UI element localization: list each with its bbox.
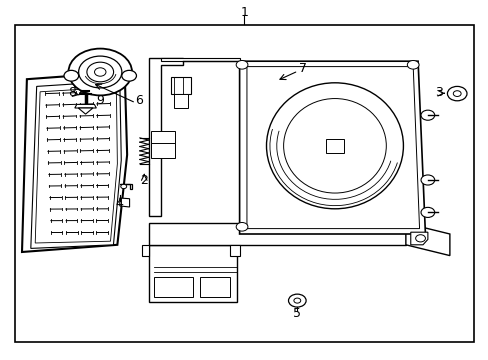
Bar (150, 131, 175, 144)
Circle shape (288, 294, 305, 307)
Circle shape (293, 298, 300, 303)
Polygon shape (22, 72, 127, 252)
Polygon shape (410, 232, 427, 245)
Text: 7: 7 (299, 62, 306, 75)
Circle shape (407, 60, 418, 69)
Polygon shape (149, 223, 405, 245)
Bar (325, 139, 343, 153)
Text: 8: 8 (68, 86, 76, 99)
Ellipse shape (266, 83, 403, 209)
Bar (200, 277, 229, 297)
Bar (171, 77, 190, 94)
Polygon shape (78, 108, 93, 114)
Circle shape (420, 175, 434, 185)
Bar (150, 143, 175, 158)
Bar (15, 25, 473, 342)
Circle shape (415, 235, 425, 242)
Circle shape (236, 222, 247, 231)
Circle shape (122, 70, 136, 81)
Text: 1: 1 (240, 6, 248, 19)
Text: 6: 6 (135, 94, 143, 107)
Text: 9: 9 (96, 94, 104, 107)
Polygon shape (405, 223, 449, 256)
Circle shape (87, 62, 113, 82)
Polygon shape (246, 67, 419, 229)
Circle shape (121, 184, 126, 189)
Circle shape (79, 56, 122, 88)
Polygon shape (35, 87, 117, 243)
Polygon shape (31, 81, 121, 248)
Polygon shape (75, 104, 96, 108)
Polygon shape (120, 184, 132, 189)
Polygon shape (161, 58, 239, 61)
Circle shape (94, 68, 106, 76)
Circle shape (447, 86, 466, 101)
Circle shape (420, 110, 434, 120)
Circle shape (236, 60, 247, 69)
Text: 5: 5 (293, 307, 301, 320)
Bar (154, 277, 193, 297)
Ellipse shape (283, 99, 386, 193)
Circle shape (64, 70, 79, 81)
Circle shape (452, 91, 460, 96)
Polygon shape (229, 245, 239, 256)
Bar (173, 94, 188, 108)
Circle shape (68, 49, 132, 95)
Polygon shape (149, 245, 237, 302)
Circle shape (420, 207, 434, 217)
Text: 3: 3 (434, 86, 442, 99)
Polygon shape (73, 81, 88, 87)
Polygon shape (239, 61, 425, 234)
Polygon shape (149, 58, 183, 216)
Polygon shape (142, 245, 149, 256)
Polygon shape (120, 198, 129, 207)
Text: 4: 4 (116, 197, 123, 210)
Text: 2: 2 (140, 174, 148, 186)
